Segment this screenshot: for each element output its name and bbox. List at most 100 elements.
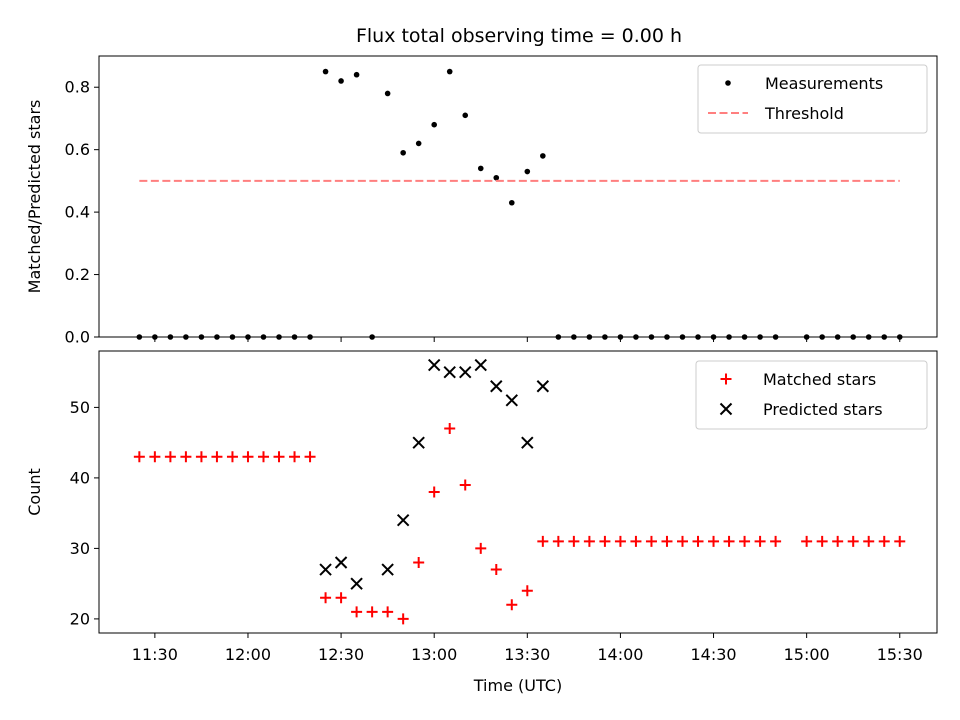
data-point-plus <box>770 535 782 547</box>
data-point-plus <box>661 535 673 547</box>
data-point-dot <box>772 334 779 340</box>
legend-box <box>695 360 928 430</box>
data-point-dot <box>276 334 282 340</box>
data-point-plus <box>397 613 409 625</box>
data-point-plus <box>801 535 813 547</box>
data-point-x <box>521 436 534 449</box>
data-point-dot <box>586 334 593 340</box>
data-point-dot <box>834 334 841 340</box>
data-point-dot <box>291 334 298 340</box>
data-point-plus <box>413 557 425 568</box>
data-point-dot <box>524 168 531 175</box>
data-point-plus <box>195 451 207 463</box>
bottom-legend: Matched stars Predicted stars <box>695 360 928 430</box>
legend-marker-plus <box>720 373 732 385</box>
data-point-dot <box>493 174 500 181</box>
x-tick-label: 14:30 <box>690 645 736 664</box>
data-point-dot <box>136 334 143 340</box>
data-point-plus <box>180 451 192 463</box>
data-point-plus <box>273 451 285 463</box>
data-point-plus <box>630 535 642 547</box>
data-point-dot <box>664 334 670 340</box>
data-point-plus <box>444 423 456 435</box>
data-point-plus <box>382 606 394 618</box>
data-point-dot <box>322 68 329 75</box>
data-point-dot <box>726 334 732 340</box>
data-point-plus <box>537 535 549 547</box>
top-legend: Measurements Threshold <box>697 64 928 134</box>
data-point-plus <box>847 535 859 547</box>
top-panel: 0.0 0.2 0.4 0.6 0.8 Matched/Predicted stars Me… <box>25 55 938 347</box>
data-point-dot <box>415 140 422 147</box>
data-point-plus <box>320 592 332 604</box>
legend-label: Matched stars <box>763 370 876 389</box>
data-point-dot <box>803 334 810 340</box>
top-y-tick-label: 0.8 <box>65 78 90 97</box>
top-y-tick-label: 0.2 <box>65 265 90 284</box>
data-point-x <box>443 365 456 379</box>
top-plot-frame <box>98 55 938 338</box>
data-point-plus <box>739 535 751 547</box>
data-point-plus <box>754 535 766 547</box>
legend-label: Threshold <box>764 104 844 123</box>
data-point-dot <box>245 334 251 340</box>
data-point-plus <box>506 599 518 611</box>
data-point-dot <box>431 121 438 128</box>
x-tick-label: 14:00 <box>597 645 643 664</box>
data-point-dot <box>710 334 717 340</box>
data-point-plus <box>832 535 844 547</box>
data-point-x <box>459 365 472 379</box>
data-point-dot <box>819 334 825 340</box>
data-point-plus <box>164 451 176 463</box>
data-point-dot <box>446 68 453 75</box>
data-point-dot <box>307 334 313 340</box>
x-tick-label: 11:30 <box>132 645 178 664</box>
data-point-plus <box>257 451 269 463</box>
data-point-dot <box>400 149 406 156</box>
x-axis-label: Time (UTC) <box>473 676 562 695</box>
data-point-x <box>536 380 550 393</box>
top-y-tick-label: 0.4 <box>65 203 90 222</box>
data-point-plus <box>645 535 657 547</box>
data-point-x <box>396 513 410 527</box>
bottom-y-tick-label: 50 <box>70 398 90 417</box>
data-point-plus <box>490 564 502 576</box>
data-point-dot <box>602 334 608 340</box>
data-point-dot <box>679 334 686 340</box>
data-point-plus <box>304 451 316 463</box>
data-point-plus <box>816 535 828 547</box>
data-point-dot <box>477 165 484 172</box>
top-y-tick-label: 0.0 <box>65 328 90 347</box>
data-point-x <box>427 358 441 372</box>
x-tick-label: 15:00 <box>784 645 830 664</box>
data-point-dot <box>617 334 624 340</box>
data-point-plus <box>599 535 611 547</box>
data-point-dot <box>167 334 174 340</box>
data-point-dot <box>229 334 236 340</box>
x-tick-label: 13:00 <box>411 645 457 664</box>
data-point-dot <box>508 199 515 206</box>
data-point-plus <box>226 451 238 463</box>
data-point-dot <box>865 334 872 340</box>
bottom-plot-frame <box>98 350 938 634</box>
data-point-x <box>412 436 425 449</box>
data-point-plus <box>351 606 363 618</box>
data-point-plus <box>723 535 735 547</box>
data-point-dot <box>633 334 639 340</box>
x-tick-label: 12:30 <box>318 645 364 664</box>
x-tick-label: 13:30 <box>504 645 550 664</box>
data-point-x <box>381 563 394 576</box>
data-point-plus <box>568 535 580 547</box>
data-point-dot <box>198 334 205 340</box>
x-tick-label: 12:00 <box>225 645 271 664</box>
data-point-plus <box>149 451 161 463</box>
chart-title: Flux total observing time = 0.00 h <box>356 25 682 47</box>
data-point-dot <box>896 334 903 340</box>
data-point-plus <box>894 535 906 547</box>
data-point-plus <box>211 451 223 463</box>
data-point-dot <box>757 334 763 340</box>
bottom-y-tick-label: 30 <box>70 539 90 558</box>
data-point-dot <box>695 334 701 340</box>
data-point-plus <box>242 451 254 463</box>
